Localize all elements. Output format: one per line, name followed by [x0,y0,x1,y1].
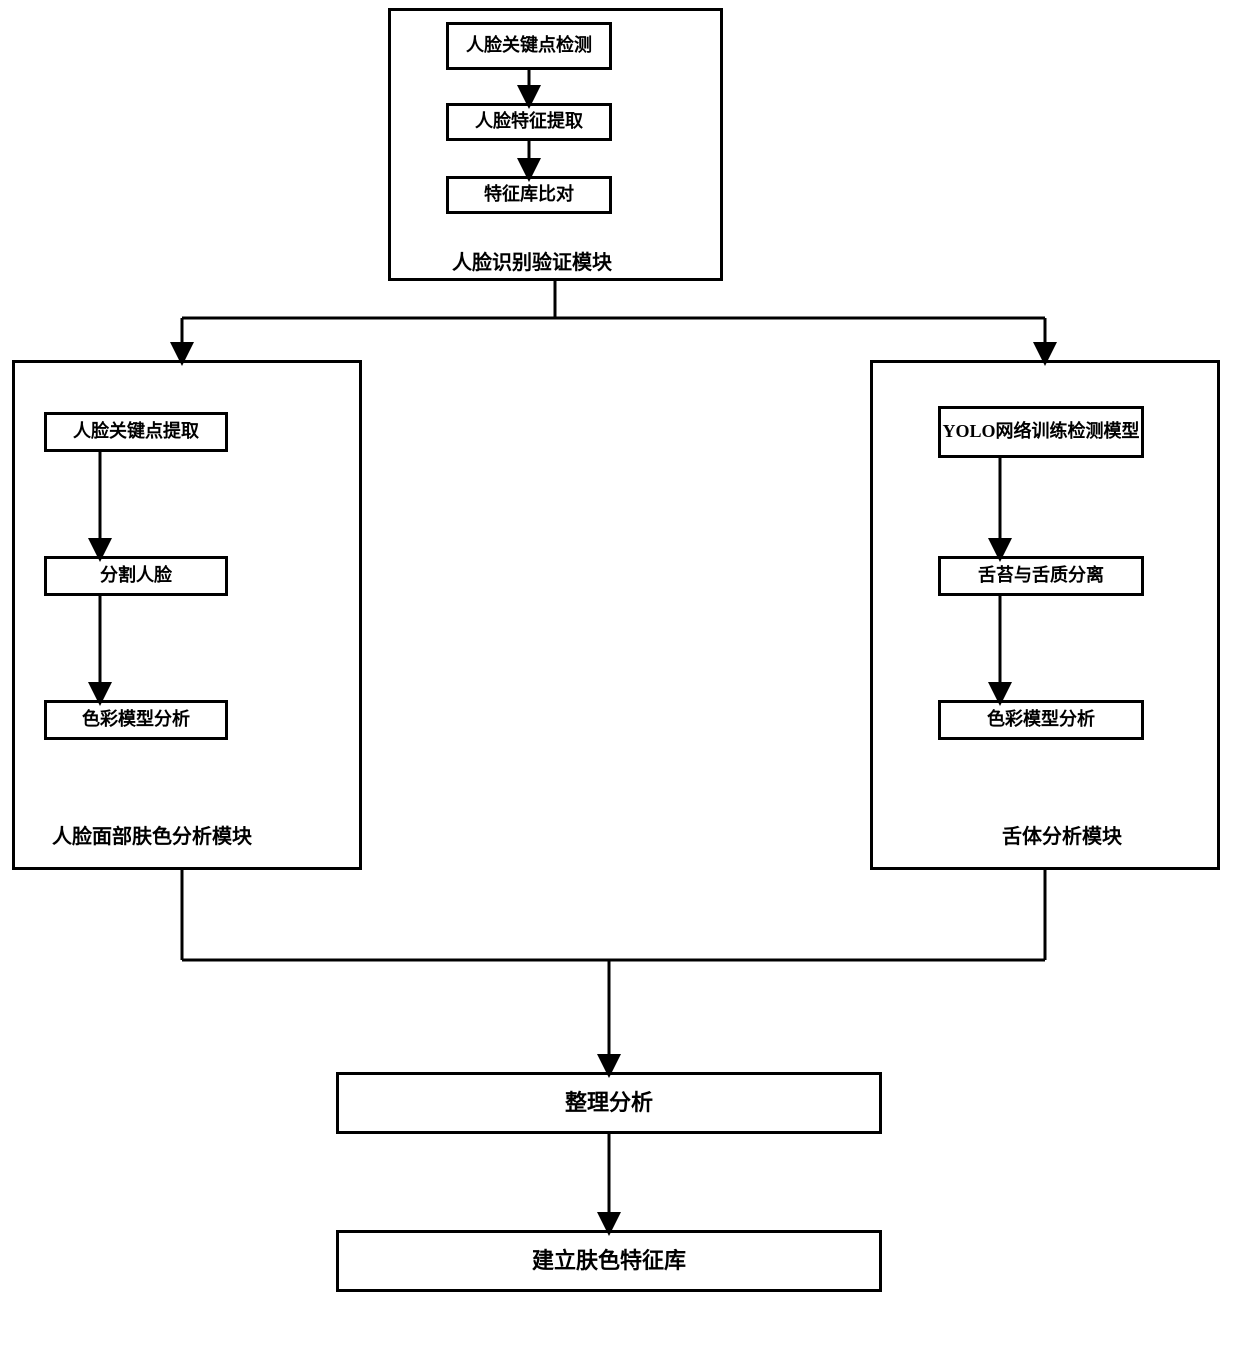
step-tongue-separate: 舌苔与舌质分离 [938,556,1144,596]
step-label: 舌苔与舌质分离 [978,564,1104,587]
step-label: 人脸关键点检测 [466,34,592,57]
step-color-model-right: 色彩模型分析 [938,700,1144,740]
flowchart-canvas: 人脸识别验证模块 人脸关键点检测 人脸特征提取 特征库比对 人脸面部肤色分析模块… [0,0,1240,1358]
step-label: 色彩模型分析 [82,708,190,731]
step-feature-db-compare: 特征库比对 [446,176,612,214]
step-label: 建立肤色特征库 [532,1247,686,1276]
step-consolidate-analysis: 整理分析 [336,1072,882,1134]
step-label: 人脸关键点提取 [73,420,199,443]
step-label: 色彩模型分析 [987,708,1095,731]
step-color-model-left: 色彩模型分析 [44,700,228,740]
step-label: YOLO网络训练检测模型 [942,420,1139,443]
step-build-skin-db: 建立肤色特征库 [336,1230,882,1292]
module-face-recognition-label: 人脸识别验证模块 [452,246,612,275]
module-face-skin-color-label: 人脸面部肤色分析模块 [52,820,252,849]
step-label: 整理分析 [565,1089,653,1118]
step-face-feature-extract: 人脸特征提取 [446,103,612,141]
step-yolo-train: YOLO网络训练检测模型 [938,406,1144,458]
step-label: 分割人脸 [100,564,172,587]
step-face-segment: 分割人脸 [44,556,228,596]
module-tongue-analysis-label: 舌体分析模块 [1002,820,1122,849]
step-face-keypoint-extract: 人脸关键点提取 [44,412,228,452]
step-label: 特征库比对 [484,183,574,206]
step-label: 人脸特征提取 [475,110,583,133]
step-face-keypoint-detect: 人脸关键点检测 [446,22,612,70]
